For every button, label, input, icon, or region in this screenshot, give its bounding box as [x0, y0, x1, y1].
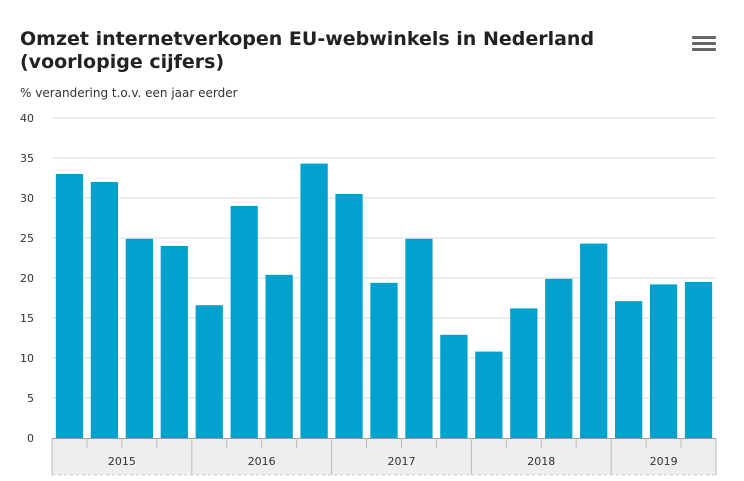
bar — [160, 246, 188, 438]
bar — [55, 174, 84, 438]
bar — [335, 194, 363, 438]
hamburger-menu-icon[interactable] — [692, 36, 716, 54]
bar — [580, 243, 608, 438]
x-group-label: 2017 — [387, 455, 415, 468]
menu-line — [692, 42, 716, 45]
y-tick-label: 25 — [20, 232, 34, 245]
menu-line — [692, 48, 716, 51]
x-group-label: 2016 — [248, 455, 276, 468]
bar — [90, 182, 119, 438]
y-tick-label: 35 — [20, 152, 34, 165]
bar — [684, 282, 713, 438]
chart-subtitle: % verandering t.o.v. een jaar eerder — [20, 86, 238, 100]
bar — [230, 206, 258, 438]
bar — [125, 238, 153, 438]
y-tick-label: 40 — [20, 112, 34, 125]
bar — [440, 334, 468, 438]
x-group-label: 2018 — [527, 455, 555, 468]
bar — [475, 351, 503, 438]
bar — [265, 274, 293, 438]
y-tick-label: 10 — [20, 352, 34, 365]
bar — [300, 163, 328, 438]
bar — [370, 282, 398, 438]
y-tick-label: 20 — [20, 272, 34, 285]
y-tick-label: 15 — [20, 312, 34, 325]
menu-line — [692, 36, 716, 39]
x-group-label: 2015 — [108, 455, 136, 468]
bar — [405, 238, 433, 438]
bar — [195, 305, 223, 438]
x-group-label: 2019 — [650, 455, 678, 468]
bar — [649, 284, 678, 438]
y-tick-label: 0 — [27, 432, 34, 445]
y-tick-label: 5 — [27, 392, 34, 405]
bar — [510, 308, 538, 438]
bar — [545, 278, 573, 438]
chart-title: Omzet internetverkopen EU-webwinkels in … — [20, 28, 595, 73]
x-axis-band — [52, 438, 716, 475]
y-tick-label: 30 — [20, 192, 34, 205]
bar — [615, 301, 643, 438]
